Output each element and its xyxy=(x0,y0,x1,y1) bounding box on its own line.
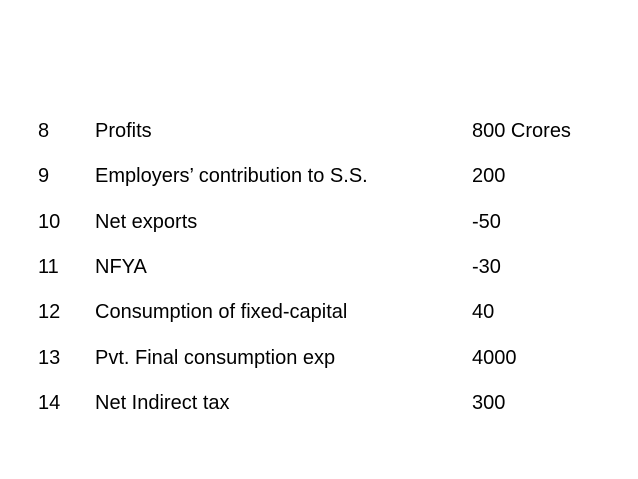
item-label: Employers’ contribution to S.S. xyxy=(95,165,368,188)
item-value: 40 xyxy=(472,301,495,324)
item-value: -50 xyxy=(472,210,501,233)
item-label: Profits xyxy=(95,120,152,142)
item-value: 300 xyxy=(472,391,506,414)
item-label: Net Indirect tax xyxy=(95,391,230,414)
row-number: 11 xyxy=(38,255,59,278)
row-number: 10 xyxy=(38,210,61,233)
item-value: 4000 xyxy=(472,346,517,369)
row-number: 14 xyxy=(38,391,61,414)
item-label: Pvt. Final consumption exp xyxy=(95,346,336,369)
item-value: 200 xyxy=(472,165,506,188)
item-label: Net exports xyxy=(95,210,198,233)
item-value: 800 Crores xyxy=(472,120,571,142)
item-value: -30 xyxy=(472,255,501,278)
row-number: 8 xyxy=(38,120,50,142)
row-number: 12 xyxy=(38,301,61,324)
row-number: 9 xyxy=(38,165,50,188)
row-number: 13 xyxy=(38,346,61,369)
item-label: Consumption of fixed-capital xyxy=(95,301,348,324)
item-label: NFYA xyxy=(95,255,147,278)
